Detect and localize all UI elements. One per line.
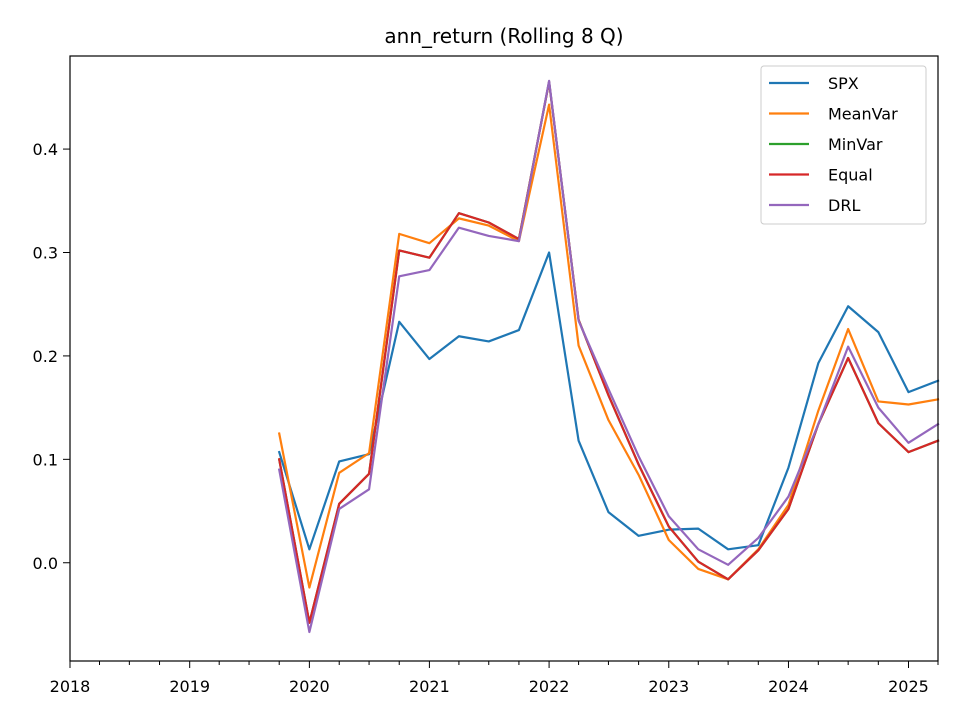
series-line-drl xyxy=(277,79,940,634)
x-tick-label: 2024 xyxy=(768,677,809,696)
x-tick-label: 2023 xyxy=(648,677,689,696)
chart-title: ann_return (Rolling 8 Q) xyxy=(384,24,623,48)
x-axis: 2018 2019 2020 2021 2022 2023 2024 2025 xyxy=(50,661,939,696)
x-tick-label: 2025 xyxy=(888,677,929,696)
y-tick-label: 0.3 xyxy=(33,243,58,262)
x-tick-label: 2022 xyxy=(529,677,570,696)
series-line-spx xyxy=(277,251,940,551)
legend-label-meanvar: MeanVar xyxy=(828,105,898,124)
plot-frame xyxy=(69,55,939,662)
x-tick-label: 2020 xyxy=(289,677,330,696)
legend: SPX MeanVar MinVar Equal DRL xyxy=(760,65,927,225)
legend-label-drl: DRL xyxy=(828,196,860,215)
y-tick-label: 0.4 xyxy=(33,140,58,159)
y-tick-label: 0.0 xyxy=(33,554,58,573)
y-tick-label: 0.1 xyxy=(33,450,58,469)
series-line-meanvar xyxy=(277,103,940,589)
series-line-equal xyxy=(277,80,940,624)
x-tick-label: 2018 xyxy=(50,677,91,696)
legend-label-spx: SPX xyxy=(828,74,859,93)
legend-box xyxy=(760,65,927,225)
plot-lines xyxy=(277,79,940,634)
legend-label-minvar: MinVar xyxy=(828,135,883,154)
x-tick-label: 2021 xyxy=(409,677,450,696)
y-tick-label: 0.2 xyxy=(33,347,58,366)
x-tick-label: 2019 xyxy=(169,677,210,696)
legend-label-equal: Equal xyxy=(828,166,873,185)
y-axis: 0.0 0.1 0.2 0.3 0.4 xyxy=(33,140,70,573)
